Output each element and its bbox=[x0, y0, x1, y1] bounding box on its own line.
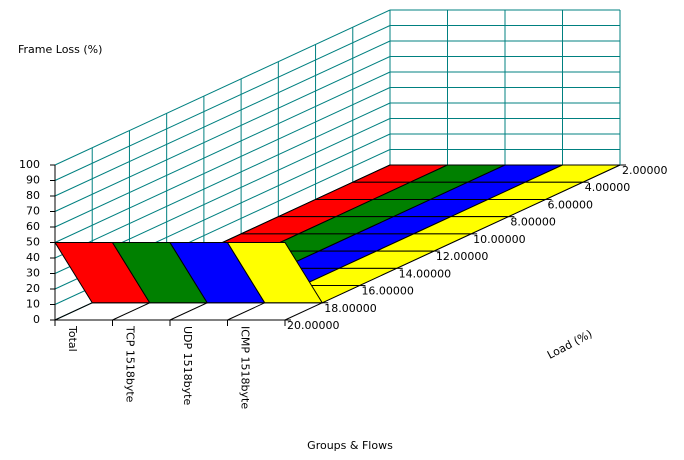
load-axis-label: Load (%) bbox=[545, 327, 594, 361]
x-tick-label: TCP 1518byte bbox=[123, 325, 136, 403]
load-tick-label: 8.00000 bbox=[510, 216, 556, 229]
load-tick-label: 2.00000 bbox=[622, 164, 668, 177]
x-tick-label: UDP 1518byte bbox=[181, 326, 194, 405]
z-tick-label: 20 bbox=[26, 282, 40, 295]
surface-patch bbox=[226, 242, 324, 304]
load-tick-label: 4.00000 bbox=[585, 181, 631, 194]
z-tick-label: 60 bbox=[26, 220, 40, 233]
chart-title: Frame Loss (%) bbox=[18, 43, 102, 56]
load-tick-label: 14.00000 bbox=[399, 267, 452, 280]
grid-line bbox=[54, 9, 391, 166]
grid-line bbox=[54, 40, 391, 197]
grid-line bbox=[54, 71, 391, 228]
z-tick-label: 10 bbox=[26, 298, 40, 311]
load-tick-label: 12.00000 bbox=[436, 250, 489, 263]
z-tick-label: 80 bbox=[26, 189, 40, 202]
grid-line bbox=[54, 102, 391, 259]
load-tick-label: 16.00000 bbox=[361, 285, 414, 298]
z-tick-label: 0 bbox=[33, 313, 40, 326]
load-tick-label: 10.00000 bbox=[473, 233, 525, 246]
grid-line bbox=[54, 25, 391, 181]
z-tick-label: 100 bbox=[19, 158, 40, 171]
grid-line bbox=[54, 56, 391, 212]
z-tick-label: 90 bbox=[26, 174, 40, 187]
z-tick-label: 40 bbox=[26, 251, 40, 264]
z-tick-label: 30 bbox=[26, 267, 40, 280]
x-axis-label: Groups & Flows bbox=[307, 439, 393, 452]
z-tick-label: 70 bbox=[26, 205, 40, 218]
x-tick-label: ICMP 1518byte bbox=[238, 326, 251, 409]
load-tick-label: 18.00000 bbox=[324, 302, 377, 315]
load-tick-label: 6.00000 bbox=[548, 198, 594, 211]
x-tick-label: Total bbox=[66, 325, 79, 352]
grid-line bbox=[54, 87, 391, 243]
load-tick-label: 20.00000 bbox=[287, 319, 340, 332]
z-tick-label: 50 bbox=[26, 236, 40, 249]
